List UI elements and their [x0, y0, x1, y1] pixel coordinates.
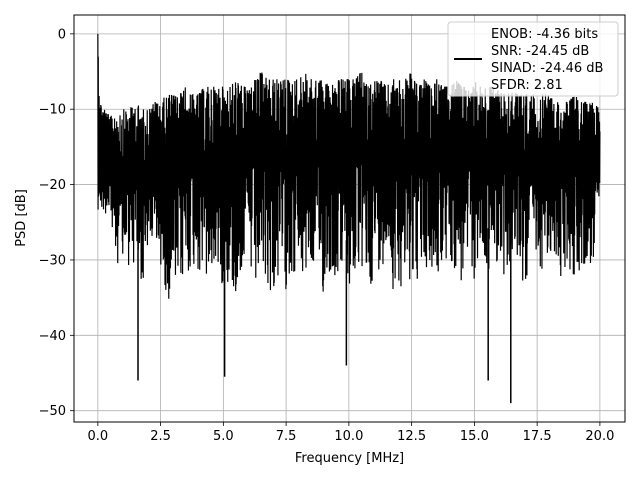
y-tick-label: −30: [39, 253, 66, 268]
ticks: 0.0 2.5 5.0 7.5 10.0 12.5 15.0 17.5 20.0 0 −10 −20 −…: [39, 27, 615, 444]
x-tick-label: 2.5: [150, 429, 171, 444]
legend-entry-snr: SNR: -24.45 dB: [491, 44, 589, 59]
legend: ENOB: -4.36 bits SNR: -24.45 dB SINAD: -…: [447, 21, 619, 97]
x-tick-label: 17.5: [523, 429, 552, 444]
x-tick-label: 5.0: [213, 429, 234, 444]
x-axis-label: Frequency [MHz]: [295, 451, 404, 466]
x-tick-label: 10.0: [334, 429, 363, 444]
legend-box: [447, 21, 619, 97]
legend-entry-sfdr: SFDR: 2.81: [491, 78, 563, 93]
plot-frame: [73, 14, 626, 423]
x-tick-label: 12.5: [397, 429, 426, 444]
x-tick-label: 7.5: [276, 429, 297, 444]
y-axis-label: PSD [dB]: [14, 189, 29, 247]
x-tick-label: 20.0: [585, 429, 614, 444]
x-tick-label: 0.0: [88, 429, 109, 444]
y-tick-label: 0: [58, 27, 66, 42]
y-tick-label: −10: [39, 103, 66, 118]
y-tick-label: −20: [39, 178, 66, 193]
x-tick-label: 15.0: [460, 429, 489, 444]
y-tick-label: −50: [39, 404, 66, 419]
y-tick-label: −40: [39, 329, 66, 344]
legend-entry-enob: ENOB: -4.36 bits: [491, 27, 598, 42]
legend-entry-sinad: SINAD: -24.46 dB: [491, 61, 603, 76]
